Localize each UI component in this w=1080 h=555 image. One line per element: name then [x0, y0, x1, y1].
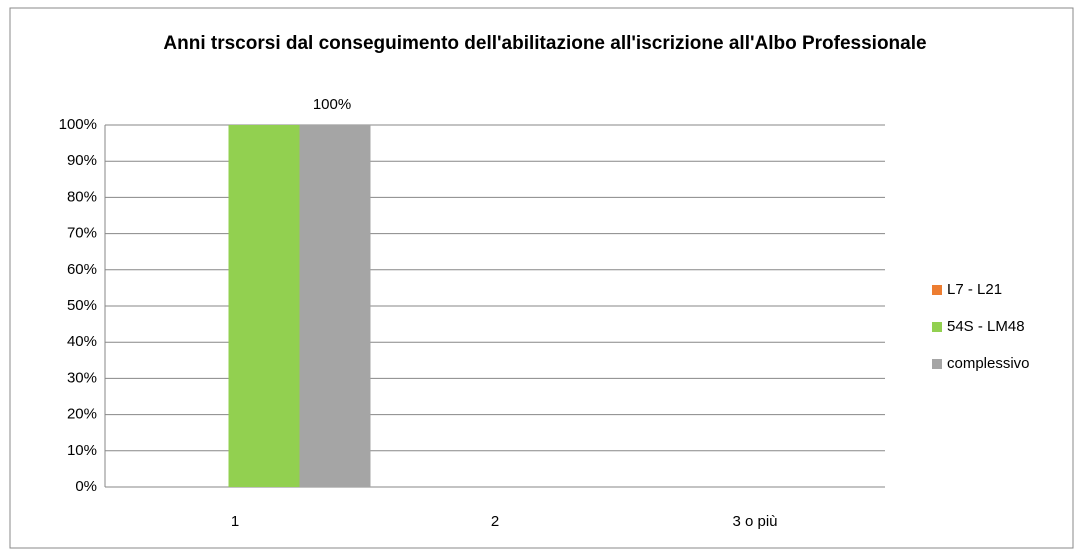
y-tick-label: 50% — [67, 297, 97, 314]
chart-title: Anni trscorsi dal conseguimento dell'abi… — [163, 33, 927, 54]
y-tick-label: 10% — [67, 442, 97, 459]
legend-label: L7 - L21 — [947, 281, 1002, 298]
legend-swatch — [932, 359, 942, 369]
y-tick-label: 90% — [67, 152, 97, 169]
y-tick-label: 80% — [67, 188, 97, 205]
y-tick-label: 0% — [75, 478, 97, 495]
x-tick-label: 2 — [491, 513, 499, 530]
y-tick-label: 20% — [67, 406, 97, 423]
chart-border — [9, 7, 1074, 549]
y-tick-label: 40% — [67, 333, 97, 350]
x-tick-label: 3 o più — [732, 513, 777, 530]
bar — [228, 125, 300, 487]
data-label: 100% — [313, 96, 351, 113]
y-tick-label: 100% — [59, 116, 97, 133]
bar — [299, 125, 371, 487]
legend-label: 54S - LM48 — [947, 318, 1025, 335]
y-tick-label: 60% — [67, 261, 97, 278]
legend-label: complessivo — [947, 355, 1030, 372]
legend-swatch — [932, 322, 942, 332]
legend-swatch — [932, 285, 942, 295]
y-tick-label: 70% — [67, 225, 97, 242]
x-tick-label: 1 — [231, 513, 239, 530]
y-tick-label: 30% — [67, 369, 97, 386]
